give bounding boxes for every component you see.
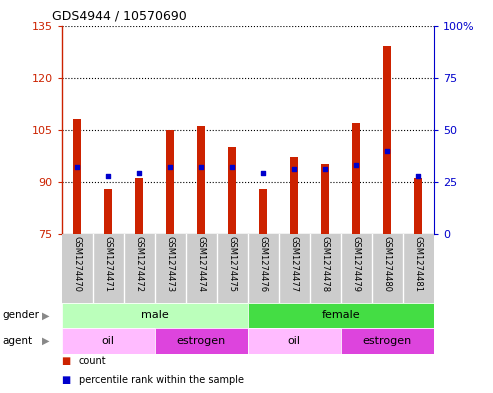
Text: GDS4944 / 10570690: GDS4944 / 10570690 <box>52 10 186 23</box>
Text: oil: oil <box>102 336 115 346</box>
Bar <box>73 119 81 234</box>
Bar <box>62 303 247 328</box>
Text: GSM1274475: GSM1274475 <box>228 236 237 292</box>
Point <box>228 164 236 170</box>
Bar <box>105 189 112 234</box>
Text: estrogen: estrogen <box>363 336 412 346</box>
Bar <box>259 189 267 234</box>
Bar <box>352 123 360 234</box>
Bar <box>247 328 341 354</box>
Point <box>73 164 81 170</box>
Bar <box>247 303 434 328</box>
Text: GSM1274478: GSM1274478 <box>321 236 330 292</box>
Text: GSM1274472: GSM1274472 <box>135 236 143 292</box>
Text: female: female <box>321 310 360 320</box>
Bar <box>384 46 391 234</box>
Point <box>321 166 329 173</box>
Point <box>135 170 143 176</box>
Bar <box>341 328 434 354</box>
Text: ▶: ▶ <box>42 336 49 346</box>
Text: GSM1274473: GSM1274473 <box>166 236 175 292</box>
Point <box>352 162 360 168</box>
Text: ■: ■ <box>62 375 71 385</box>
Point <box>197 164 205 170</box>
Point <box>104 173 112 179</box>
Text: GSM1274480: GSM1274480 <box>383 236 392 292</box>
Text: count: count <box>79 356 106 365</box>
Text: GSM1274479: GSM1274479 <box>352 236 361 292</box>
Point <box>166 164 174 170</box>
Text: GSM1274476: GSM1274476 <box>259 236 268 292</box>
Text: GSM1274470: GSM1274470 <box>72 236 82 292</box>
Bar <box>228 147 236 234</box>
Text: GSM1274474: GSM1274474 <box>197 236 206 292</box>
Bar <box>321 164 329 234</box>
Text: GSM1274471: GSM1274471 <box>104 236 113 292</box>
Point <box>415 173 423 179</box>
Point <box>259 170 267 176</box>
Bar <box>166 130 174 234</box>
Text: ▶: ▶ <box>42 310 49 320</box>
Text: ■: ■ <box>62 356 71 365</box>
Point <box>384 147 391 154</box>
Text: GSM1274477: GSM1274477 <box>290 236 299 292</box>
Text: estrogen: estrogen <box>176 336 226 346</box>
Bar <box>62 328 155 354</box>
Bar <box>155 328 247 354</box>
Text: percentile rank within the sample: percentile rank within the sample <box>79 375 244 385</box>
Text: oil: oil <box>288 336 301 346</box>
Text: GSM1274481: GSM1274481 <box>414 236 423 292</box>
Text: male: male <box>141 310 169 320</box>
Text: agent: agent <box>2 336 33 346</box>
Bar <box>415 178 422 234</box>
Point <box>290 166 298 173</box>
Text: gender: gender <box>2 310 39 320</box>
Bar <box>135 178 143 234</box>
Bar <box>197 126 205 234</box>
Bar <box>290 158 298 234</box>
